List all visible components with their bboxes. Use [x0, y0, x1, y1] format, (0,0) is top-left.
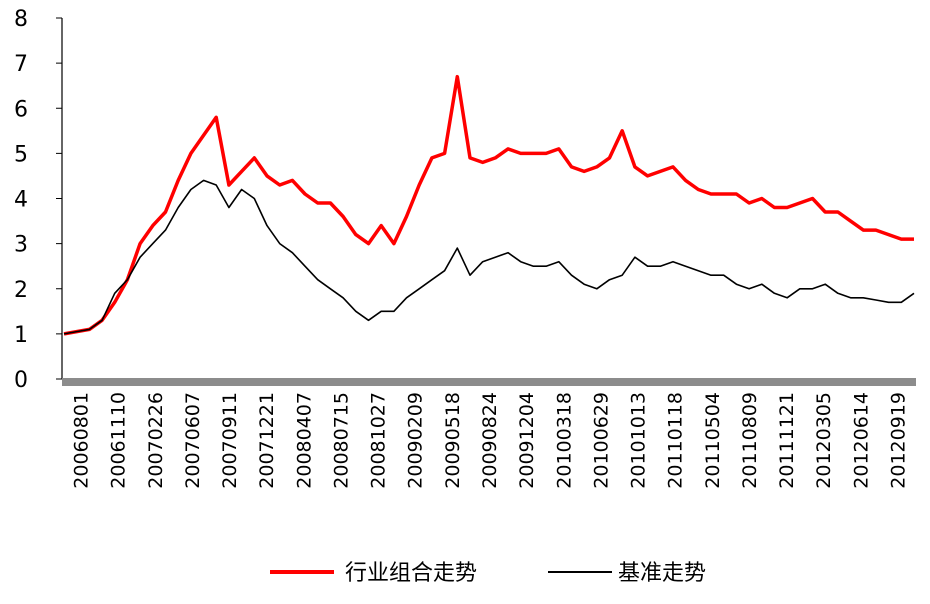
x-tick-label: 20070226 — [145, 392, 167, 489]
x-tick-label: 20061110 — [108, 392, 130, 489]
y-tick-label: 3 — [14, 233, 28, 258]
y-tick-label: 2 — [14, 278, 28, 303]
y-axis: 0 1 2 3 4 5 6 7 8 — [14, 7, 63, 393]
y-tick-label: 5 — [14, 142, 28, 167]
x-tick-label: 20120919 — [887, 392, 909, 489]
legend: 行业组合走势 基准走势 — [270, 561, 706, 586]
y-tick-label: 8 — [14, 7, 28, 32]
x-tick-label: 20080407 — [293, 392, 315, 489]
series-line-benchmark — [63, 179, 915, 335]
y-tick-label: 7 — [14, 52, 28, 77]
x-axis-line — [62, 378, 916, 386]
x-tick-label: 20081027 — [368, 392, 390, 489]
x-tick-label: 20100629 — [590, 392, 612, 489]
y-tick-label: 4 — [14, 188, 28, 213]
x-tick-label: 20071221 — [256, 392, 278, 489]
x-tick-label: 20110118 — [665, 392, 687, 489]
x-tick-label: 20111121 — [776, 392, 798, 489]
x-tick-label: 20120305 — [813, 392, 835, 489]
x-tick-label: 20110504 — [702, 392, 724, 489]
x-tick-label: 20090209 — [405, 392, 427, 489]
series-line-industry-portfolio — [63, 74, 914, 336]
x-tick-label: 20090518 — [442, 392, 464, 489]
x-tick-label: 20070911 — [219, 392, 241, 489]
x-tick-label: 20090824 — [479, 392, 501, 489]
x-tick-label: 20101013 — [628, 392, 650, 489]
x-tick-label: 20080715 — [330, 392, 352, 489]
y-tick-label: 0 — [14, 368, 28, 393]
x-tick-label: 20110809 — [739, 392, 761, 489]
y-tick-label: 1 — [14, 323, 28, 348]
x-tick-label: 20091204 — [516, 392, 538, 489]
x-tick-label: 20120614 — [850, 392, 872, 489]
legend-label: 基准走势 — [618, 561, 706, 586]
x-tick-label: 20100318 — [553, 392, 575, 489]
x-tick-label: 20070607 — [182, 392, 204, 489]
x-tick-label: 20060801 — [71, 392, 93, 489]
x-axis: 20060801 20061110 20070226 20070607 20070911… — [62, 378, 916, 489]
series-lines — [63, 74, 915, 336]
y-tick-label: 6 — [14, 97, 28, 122]
legend-label: 行业组合走势 — [345, 561, 477, 586]
